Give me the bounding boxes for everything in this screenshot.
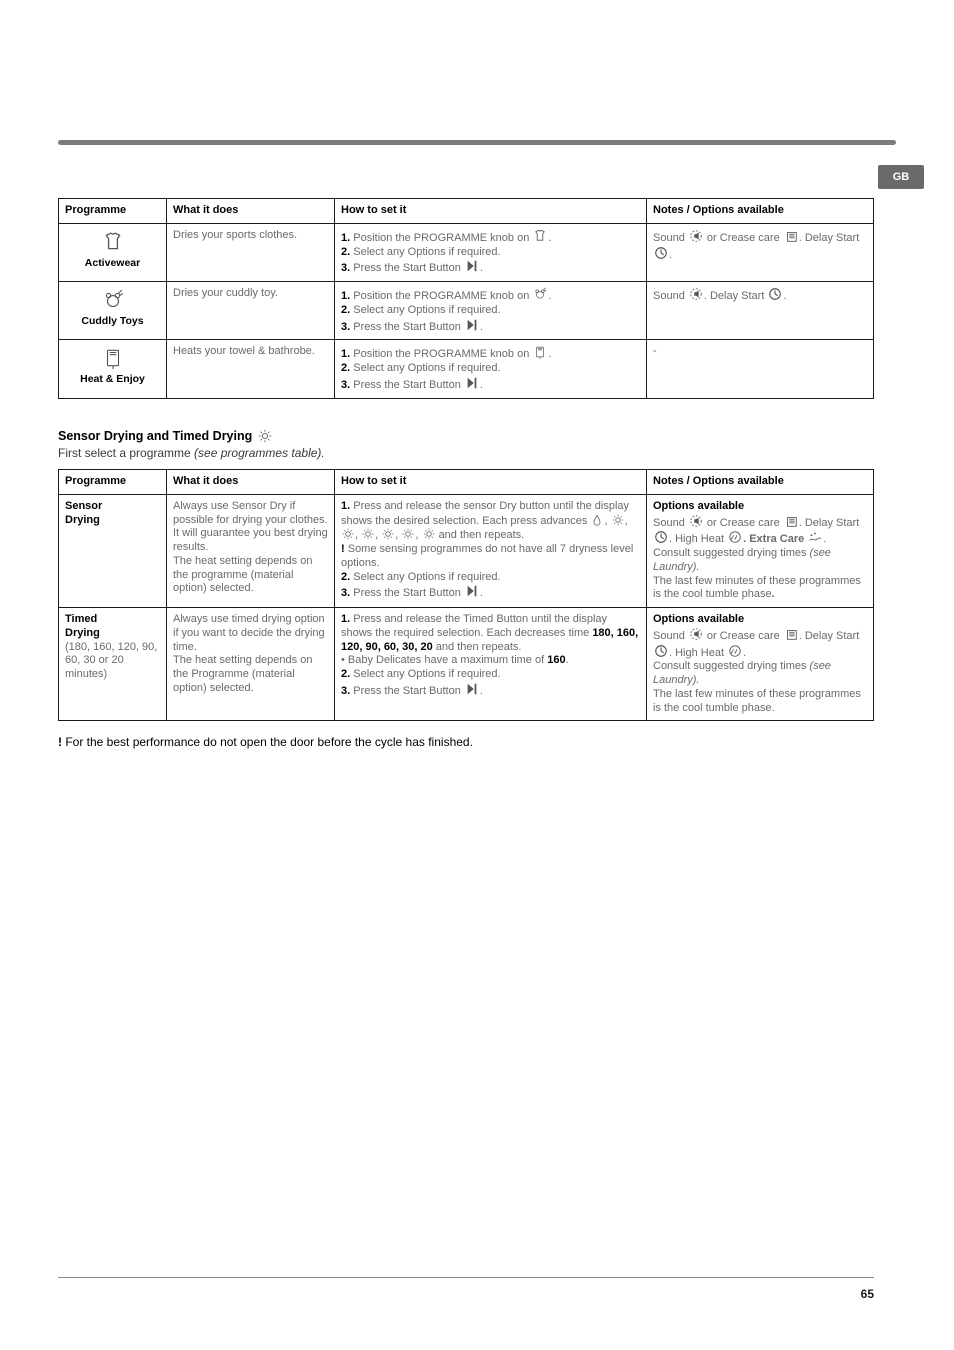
activewear-icon (102, 231, 124, 253)
language-tab: GB (878, 165, 924, 189)
crease-icon (784, 627, 798, 641)
delay-icon (654, 530, 668, 544)
cell-what: Heats your towel & bathrobe. (167, 340, 335, 398)
start-icon (465, 318, 479, 332)
table-row: Cuddly Toys Dries your cuddly toy. 1. Po… (59, 282, 874, 340)
top-rule (58, 140, 896, 145)
th-notes: Notes / Options available (647, 470, 874, 495)
programme-name: Heat & Enjoy (65, 373, 160, 386)
start-icon (465, 584, 479, 598)
table-row: Activewear Dries your sports clothes. 1.… (59, 223, 874, 281)
page-content: Programme What it does How to set it Not… (58, 198, 874, 750)
table-row: SensorDrying Always use Sensor Dry if po… (59, 494, 874, 607)
dryness-icon (342, 528, 354, 540)
th-how: How to set it (335, 470, 647, 495)
th-what: What it does (167, 199, 335, 224)
start-icon (465, 682, 479, 696)
sound-icon (689, 627, 703, 641)
cell-notes: Sound . Delay Start . (647, 282, 874, 340)
cell-notes: Options available Sound or Crease care .… (647, 608, 874, 721)
heat-enjoy-icon (533, 345, 547, 359)
cuddly-toys-icon (533, 287, 547, 301)
th-programme: Programme (59, 199, 167, 224)
cell-what: Always use timed drying option if you wa… (167, 608, 335, 721)
high-heat-icon (728, 530, 742, 544)
table-row: TimedDrying (180, 160, 120, 90, 60, 30 o… (59, 608, 874, 721)
dryness-icon (382, 528, 394, 540)
activewear-icon (533, 229, 547, 243)
cell-programme: Cuddly Toys (59, 282, 167, 340)
dryness-icon (591, 514, 603, 526)
cell-programme: Activewear (59, 223, 167, 281)
sound-icon (689, 287, 703, 301)
cell-notes: Sound or Crease care . Delay Start . (647, 223, 874, 281)
sun-icon (258, 429, 272, 443)
cuddly-toys-icon (102, 289, 124, 311)
cell-how: 1. Press and release the Timed Button un… (335, 608, 647, 721)
cell-what: Dries your sports clothes. (167, 223, 335, 281)
extra-care-icon (808, 530, 822, 544)
section-title: Sensor Drying and Timed Drying (58, 429, 874, 445)
cell-notes: - (647, 340, 874, 398)
table-programmes-1: Programme What it does How to set it Not… (58, 198, 874, 399)
bottom-rule (58, 1277, 874, 1278)
start-icon (465, 376, 479, 390)
th-programme: Programme (59, 470, 167, 495)
cell-how: 1. Press and release the sensor Dry butt… (335, 494, 647, 607)
section-subtitle: First select a programme (see programmes… (58, 446, 874, 461)
start-icon (465, 259, 479, 273)
cell-programme: Heat & Enjoy (59, 340, 167, 398)
dryness-icon (402, 528, 414, 540)
heat-enjoy-icon (102, 347, 124, 369)
th-notes: Notes / Options available (647, 199, 874, 224)
programme-name: Cuddly Toys (65, 315, 160, 328)
delay-icon (654, 246, 668, 260)
cell-what: Dries your cuddly toy. (167, 282, 335, 340)
crease-icon (784, 514, 798, 528)
programme-name: Activewear (65, 257, 160, 270)
sound-icon (689, 229, 703, 243)
th-what: What it does (167, 470, 335, 495)
cell-how: 1. Position the PROGRAMME knob on . 2. S… (335, 340, 647, 398)
delay-icon (654, 644, 668, 658)
high-heat-icon (728, 644, 742, 658)
crease-icon (784, 229, 798, 243)
sound-icon (689, 514, 703, 528)
footnote: ! For the best performance do not open t… (58, 735, 874, 750)
cell-notes: Options available Sound or Crease care .… (647, 494, 874, 607)
dryness-icon (362, 528, 374, 540)
cell-what: Always use Sensor Dry if possible for dr… (167, 494, 335, 607)
cell-programme: SensorDrying (59, 494, 167, 607)
dryness-icon (612, 514, 624, 526)
dryness-icon (423, 528, 435, 540)
table-row: Heat & Enjoy Heats your towel & bathrobe… (59, 340, 874, 398)
cell-how: 1. Position the PROGRAMME knob on . 2. S… (335, 282, 647, 340)
cell-programme: TimedDrying (180, 160, 120, 90, 60, 30 o… (59, 608, 167, 721)
table-programmes-2: Programme What it does How to set it Not… (58, 469, 874, 721)
delay-icon (768, 287, 782, 301)
table-header-row: Programme What it does How to set it Not… (59, 199, 874, 224)
table-header-row: Programme What it does How to set it Not… (59, 470, 874, 495)
th-how: How to set it (335, 199, 647, 224)
cell-how: 1. Position the PROGRAMME knob on . 2. S… (335, 223, 647, 281)
page-number: 65 (861, 1287, 874, 1302)
